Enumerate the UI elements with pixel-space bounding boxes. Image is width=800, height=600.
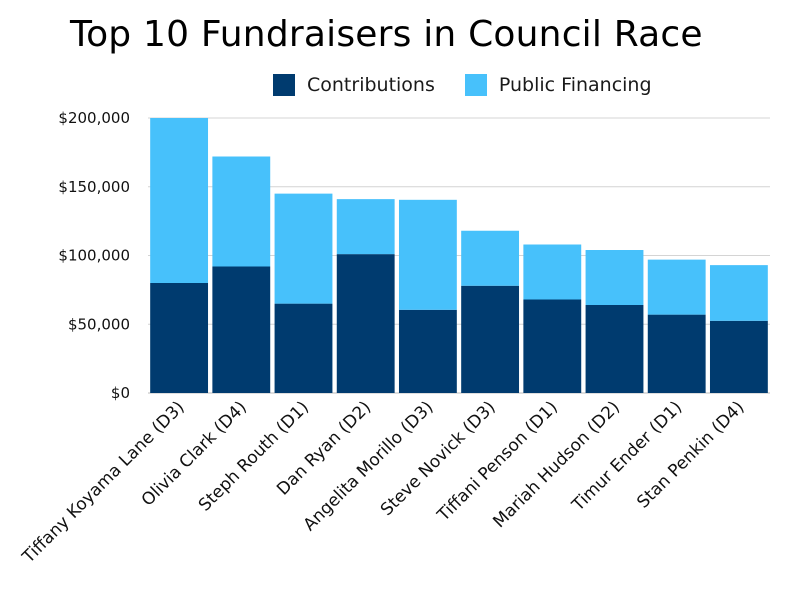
x-category-label: Olivia Clark (D4) xyxy=(138,397,251,510)
legend-label-public-financing: Public Financing xyxy=(498,74,652,96)
bar-contributions xyxy=(523,299,582,393)
bar-public-financing xyxy=(274,193,333,304)
bar-contributions xyxy=(212,266,271,393)
bar-public-financing xyxy=(150,118,209,283)
y-tick-label: $100,000 xyxy=(58,247,130,265)
bar-contributions xyxy=(461,285,520,393)
bar-public-financing xyxy=(336,199,395,255)
legend: Contributions Public Financing xyxy=(273,74,682,96)
y-tick-label: $0 xyxy=(111,384,130,402)
legend-item-contributions: Contributions xyxy=(273,74,435,96)
bar-public-financing xyxy=(398,199,457,310)
x-category-label: Steph Routh (D1) xyxy=(195,397,313,515)
bar-public-financing xyxy=(585,250,644,305)
legend-label-contributions: Contributions xyxy=(307,74,435,96)
bar-contributions xyxy=(336,254,395,393)
bar-contributions xyxy=(150,283,209,393)
x-category-label: Tiffani Penson (D1) xyxy=(433,397,562,526)
y-tick-label: $150,000 xyxy=(58,178,130,196)
bar-public-financing xyxy=(523,244,582,300)
x-category-label: Steve Novick (D3) xyxy=(377,397,500,520)
chart-title: Top 10 Fundraisers in Council Race xyxy=(70,14,703,55)
bars xyxy=(150,118,768,393)
x-category-label: Stan Penkin (D4) xyxy=(633,397,748,512)
bar-public-financing xyxy=(709,265,768,321)
legend-swatch-contributions xyxy=(273,74,295,96)
bar-contributions xyxy=(647,314,706,393)
legend-swatch-public-financing xyxy=(464,74,487,96)
bar-contributions xyxy=(709,320,768,393)
bar-public-financing xyxy=(461,230,520,286)
bar-contributions xyxy=(274,303,333,393)
bar-contributions xyxy=(398,309,457,393)
y-tick-label: $200,000 xyxy=(58,109,130,127)
x-category-label: Timur Ender (D1) xyxy=(568,397,687,516)
y-axis-tick-labels: $0 $50,000 $100,000 $150,000 $200,000 xyxy=(58,109,130,402)
bar-contributions xyxy=(585,305,644,393)
x-axis-category-labels: Tiffany Koyama Lane (D3)Olivia Clark (D4… xyxy=(18,397,748,568)
bar-public-financing xyxy=(212,156,271,267)
y-tick-label: $50,000 xyxy=(68,315,130,333)
legend-item-public-financing: Public Financing xyxy=(464,74,652,96)
bar-public-financing xyxy=(647,259,706,315)
